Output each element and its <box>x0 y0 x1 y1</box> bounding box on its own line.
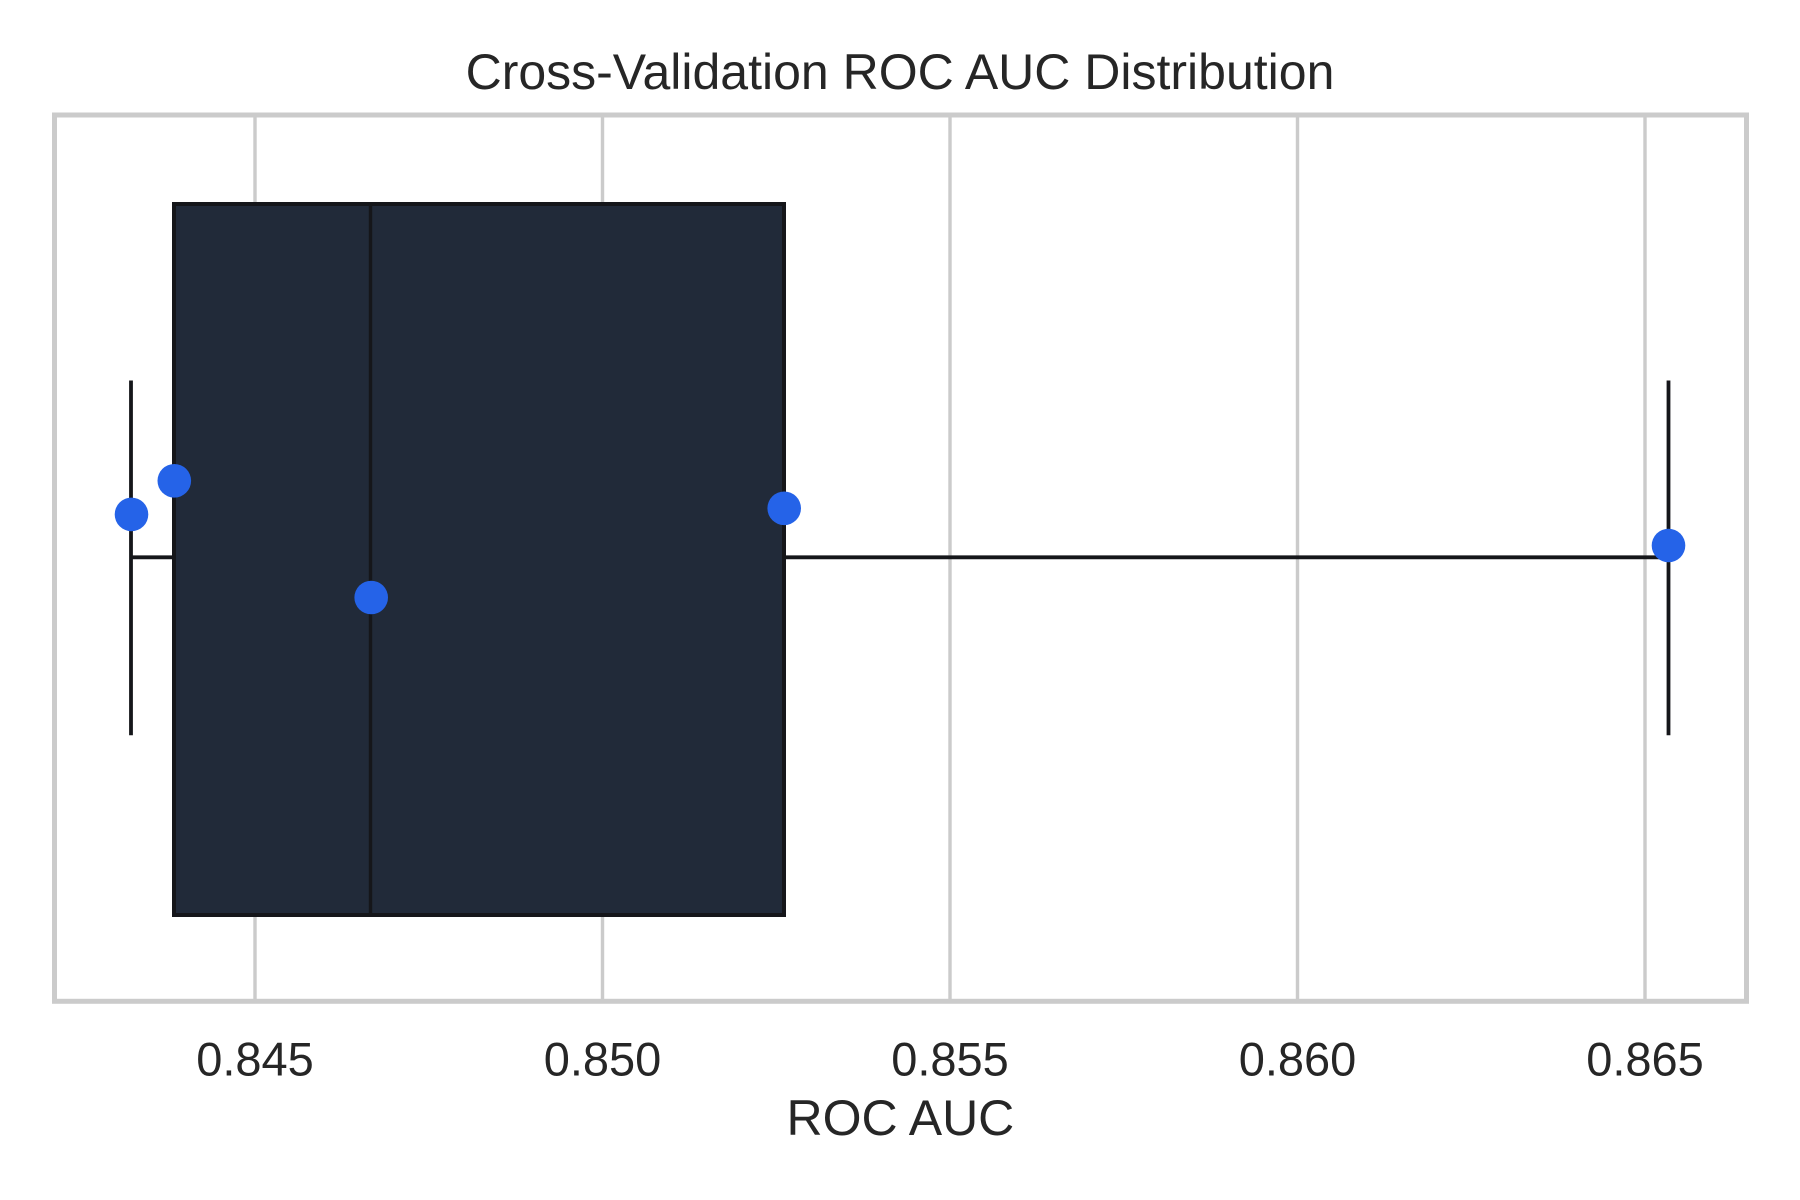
svg-text:ROC AUC: ROC AUC <box>786 1090 1014 1146</box>
svg-text:Cross-Validation ROC AUC Distr: Cross-Validation ROC AUC Distribution <box>466 44 1335 100</box>
svg-text:0.845: 0.845 <box>196 1032 314 1085</box>
svg-text:0.865: 0.865 <box>1586 1032 1704 1085</box>
svg-text:0.850: 0.850 <box>544 1032 662 1085</box>
svg-text:0.855: 0.855 <box>891 1032 1009 1085</box>
svg-text:0.860: 0.860 <box>1239 1032 1357 1085</box>
